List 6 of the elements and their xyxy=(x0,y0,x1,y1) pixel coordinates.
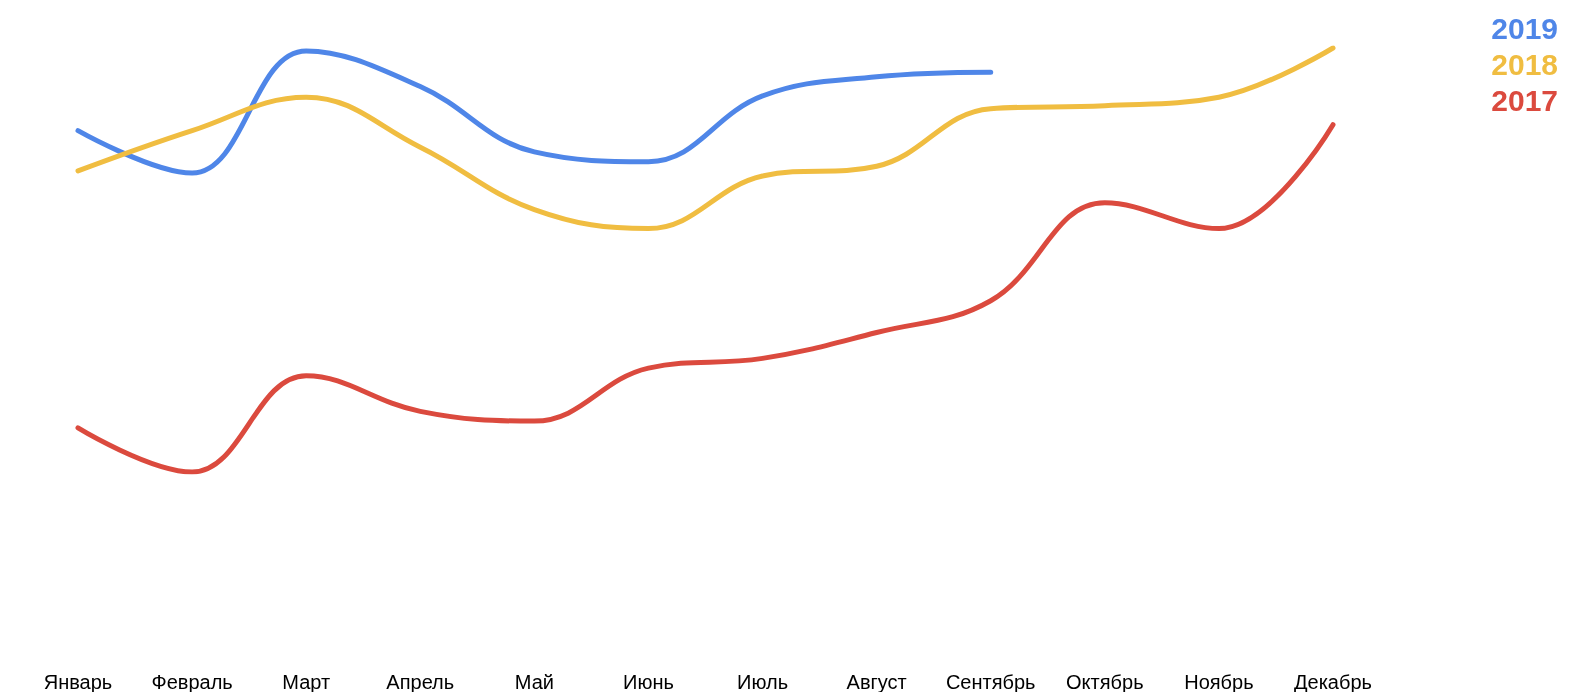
x-tick-label: Май xyxy=(514,671,554,693)
x-tick-label: Июль xyxy=(737,671,789,693)
text: 2017 xyxy=(1491,83,1559,117)
x-tick-label: Июнь xyxy=(623,671,674,693)
text: 2019 xyxy=(1491,11,1559,45)
text: 2018 xyxy=(1491,47,1559,81)
